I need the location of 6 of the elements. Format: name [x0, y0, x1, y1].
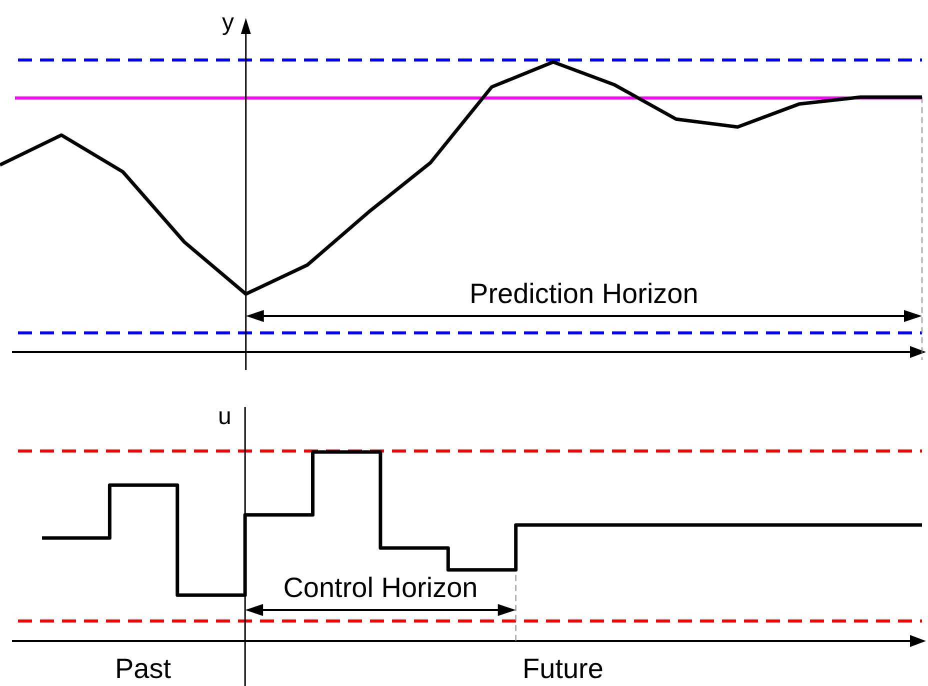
annotation: Prediction Horizon — [470, 278, 698, 309]
annotation: Control Horizon — [283, 572, 478, 603]
text: Past — [114, 653, 172, 684]
y-axis-title: y — [222, 9, 234, 36]
text: Future — [522, 653, 604, 684]
y-axis-title: u — [218, 403, 232, 430]
